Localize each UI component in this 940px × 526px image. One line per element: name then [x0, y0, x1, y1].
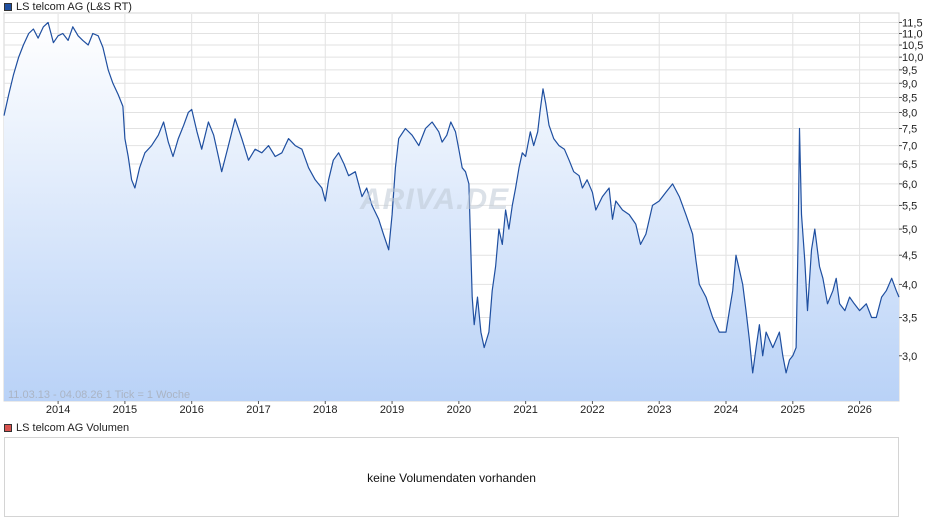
x-tick-label: 2016: [179, 404, 203, 416]
y-axis-ticks: 3,0 3,5 4,0 4,5 5,0 5,5 6,0 6,5 7,0 7,5 8,0 8,5 9,09…: [899, 17, 923, 363]
x-tick-label: 2014: [46, 404, 70, 416]
volume-empty-message: keine Volumendaten vorhanden: [367, 471, 536, 485]
x-tick-label: 2026: [847, 404, 871, 416]
x-tick-label: 2023: [647, 404, 671, 416]
x-tick-label: 2020: [447, 404, 471, 416]
legend-volume: LS telcom AG Volumen: [4, 421, 129, 435]
x-tick-label: 2021: [513, 404, 537, 416]
y-tick-label: 10,5: [902, 40, 923, 52]
y-tick-label: 7,5: [902, 124, 917, 136]
x-tick-label: 2018: [313, 404, 337, 416]
volume-legend-swatch: [4, 424, 12, 432]
price-line: [3, 21, 900, 374]
y-tick-label: 6,0: [902, 179, 917, 191]
y-tick-label: 8,5: [902, 92, 917, 104]
x-tick-label: 2017: [246, 404, 270, 416]
y-tick-label: 5,0: [902, 224, 917, 236]
x-tick-label: 2015: [113, 404, 137, 416]
y-tick-label: 11,0: [902, 29, 923, 41]
x-tick-label: 2022: [580, 404, 604, 416]
y-tick-label: 5,5: [902, 200, 917, 212]
price-area: [4, 22, 899, 401]
y-tick-label: 8,0: [902, 107, 917, 119]
volume-panel: keine Volumendaten vorhanden: [4, 437, 899, 517]
y-tick-label: 9,5: [902, 65, 917, 77]
x-tick-label: 2024: [714, 404, 738, 416]
y-tick-label: 10,0: [902, 52, 923, 64]
legend-price: LS telcom AG (L&S RT): [4, 0, 132, 14]
y-tick-label: 6,5: [902, 159, 917, 171]
watermark: ARIVA.DE: [360, 183, 510, 216]
price-legend-label: LS telcom AG (L&S RT): [16, 1, 132, 13]
y-tick-label: 9,0: [902, 78, 917, 90]
date-range-label: 11.03.13 - 04.08.26 1 Tick = 1 Woche: [8, 389, 191, 401]
y-tick-label: 11,5: [902, 17, 923, 29]
x-tick-label: 2019: [380, 404, 404, 416]
y-tick-label: 4,0: [902, 279, 917, 291]
y-tick-label: 7,0: [902, 141, 917, 153]
volume-legend-label: LS telcom AG Volumen: [16, 422, 130, 434]
x-tick-label: 2025: [781, 404, 805, 416]
y-tick-label: 4,5: [902, 250, 917, 262]
price-legend-swatch: [4, 3, 12, 11]
y-tick-label: 3,5: [902, 313, 917, 325]
price-chart: 2014 2015 2016 2017 2018 2019 2020 2021 2022 2023…: [3, 12, 923, 416]
x-axis-ticks: 2014 2015 2016 2017 2018 2019 2020 2021 2022 2023…: [46, 401, 872, 416]
y-tick-label: 3,0: [902, 351, 917, 363]
